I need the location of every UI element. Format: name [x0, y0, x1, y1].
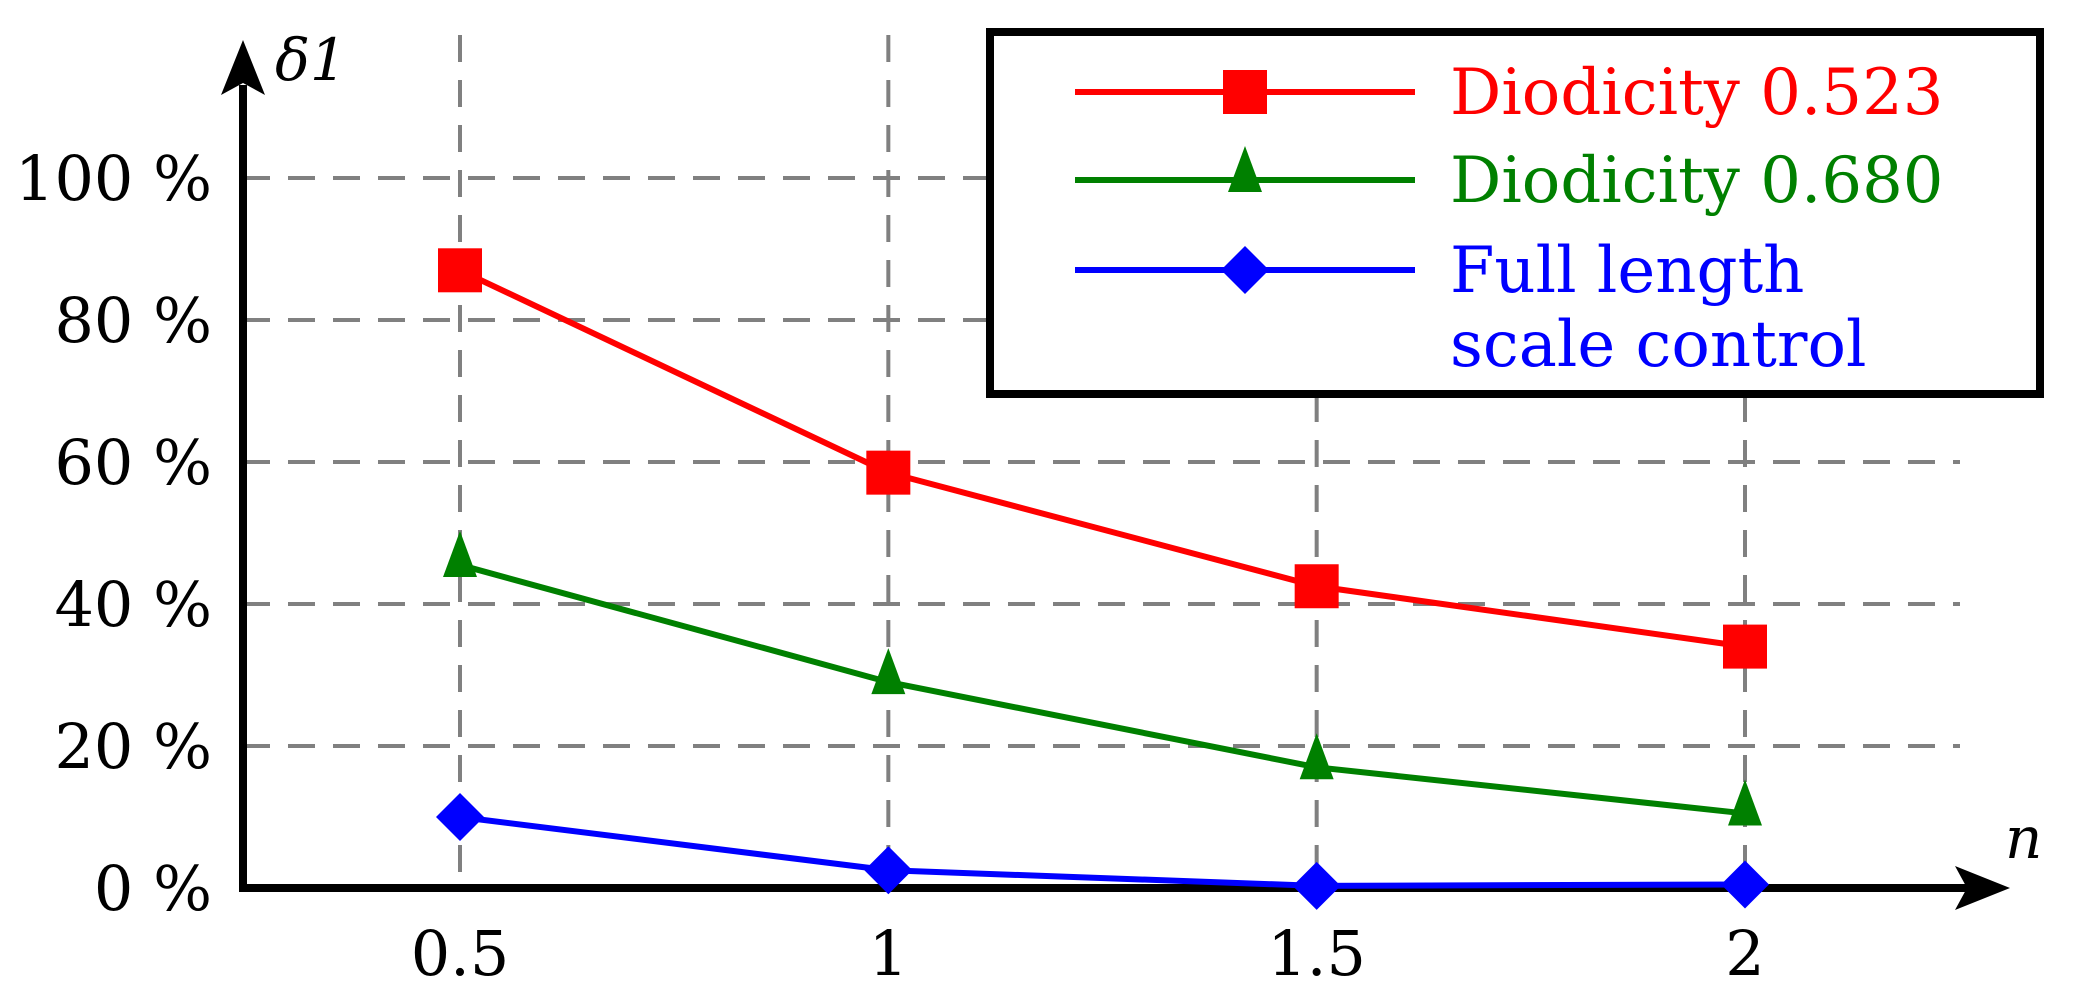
legend: Diodicity 0.523 Diodicity 0.680 Full lengt…	[986, 28, 2044, 398]
data-point	[1723, 624, 1767, 669]
x-axis-arrowhead	[1955, 866, 2010, 910]
data-point	[436, 793, 484, 841]
x-tick-label: 2	[1725, 917, 1764, 987]
series-group	[443, 530, 1762, 826]
legend-marker	[1221, 246, 1269, 294]
y-tick-label: 80 %	[54, 284, 212, 357]
data-point	[1292, 861, 1341, 910]
y-tick-label: 40 %	[54, 568, 212, 641]
x-tick-label: 0.5	[411, 917, 510, 987]
x-tick-label: 1.5	[1267, 917, 1366, 987]
data-point	[871, 648, 906, 695]
y-tick-label: 0 %	[94, 852, 212, 925]
series	[436, 248, 1769, 910]
y-tick-label: 20 %	[54, 710, 212, 783]
legend-entry-label: Full length	[1450, 234, 1804, 308]
series-group	[438, 248, 1767, 669]
data-point	[1721, 860, 1769, 909]
y-axis-label: δ1	[275, 26, 347, 94]
y-axis-arrowhead	[221, 40, 265, 95]
legend-marker	[1223, 70, 1267, 114]
legend-entry-label: scale control	[1450, 308, 1866, 382]
data-point	[864, 846, 913, 895]
x-tick-label: 1	[869, 917, 908, 987]
axes: δ1 n	[221, 26, 2042, 910]
legend-entry-label: Diodicity 0.680	[1450, 144, 1944, 218]
series-line	[458, 267, 1746, 650]
data-point	[438, 248, 482, 293]
y-tick-label: 60 %	[54, 426, 212, 499]
series-line	[459, 562, 1746, 817]
data-point	[1294, 564, 1339, 609]
data-point	[866, 450, 911, 495]
legend-entry-label: Diodicity 0.523	[1450, 56, 1944, 130]
legend-marker	[1228, 146, 1262, 192]
series-group	[436, 793, 1769, 910]
x-axis-label: n	[2005, 804, 2042, 872]
series-line	[459, 814, 1746, 889]
tick-labels: 0.5 1 1.5 20 %20 %40 %60 %80 %100 %	[15, 142, 1765, 990]
data-point	[1728, 779, 1762, 826]
data-point	[443, 530, 477, 577]
y-tick-label: 100 %	[15, 142, 212, 215]
data-point	[1299, 733, 1334, 780]
